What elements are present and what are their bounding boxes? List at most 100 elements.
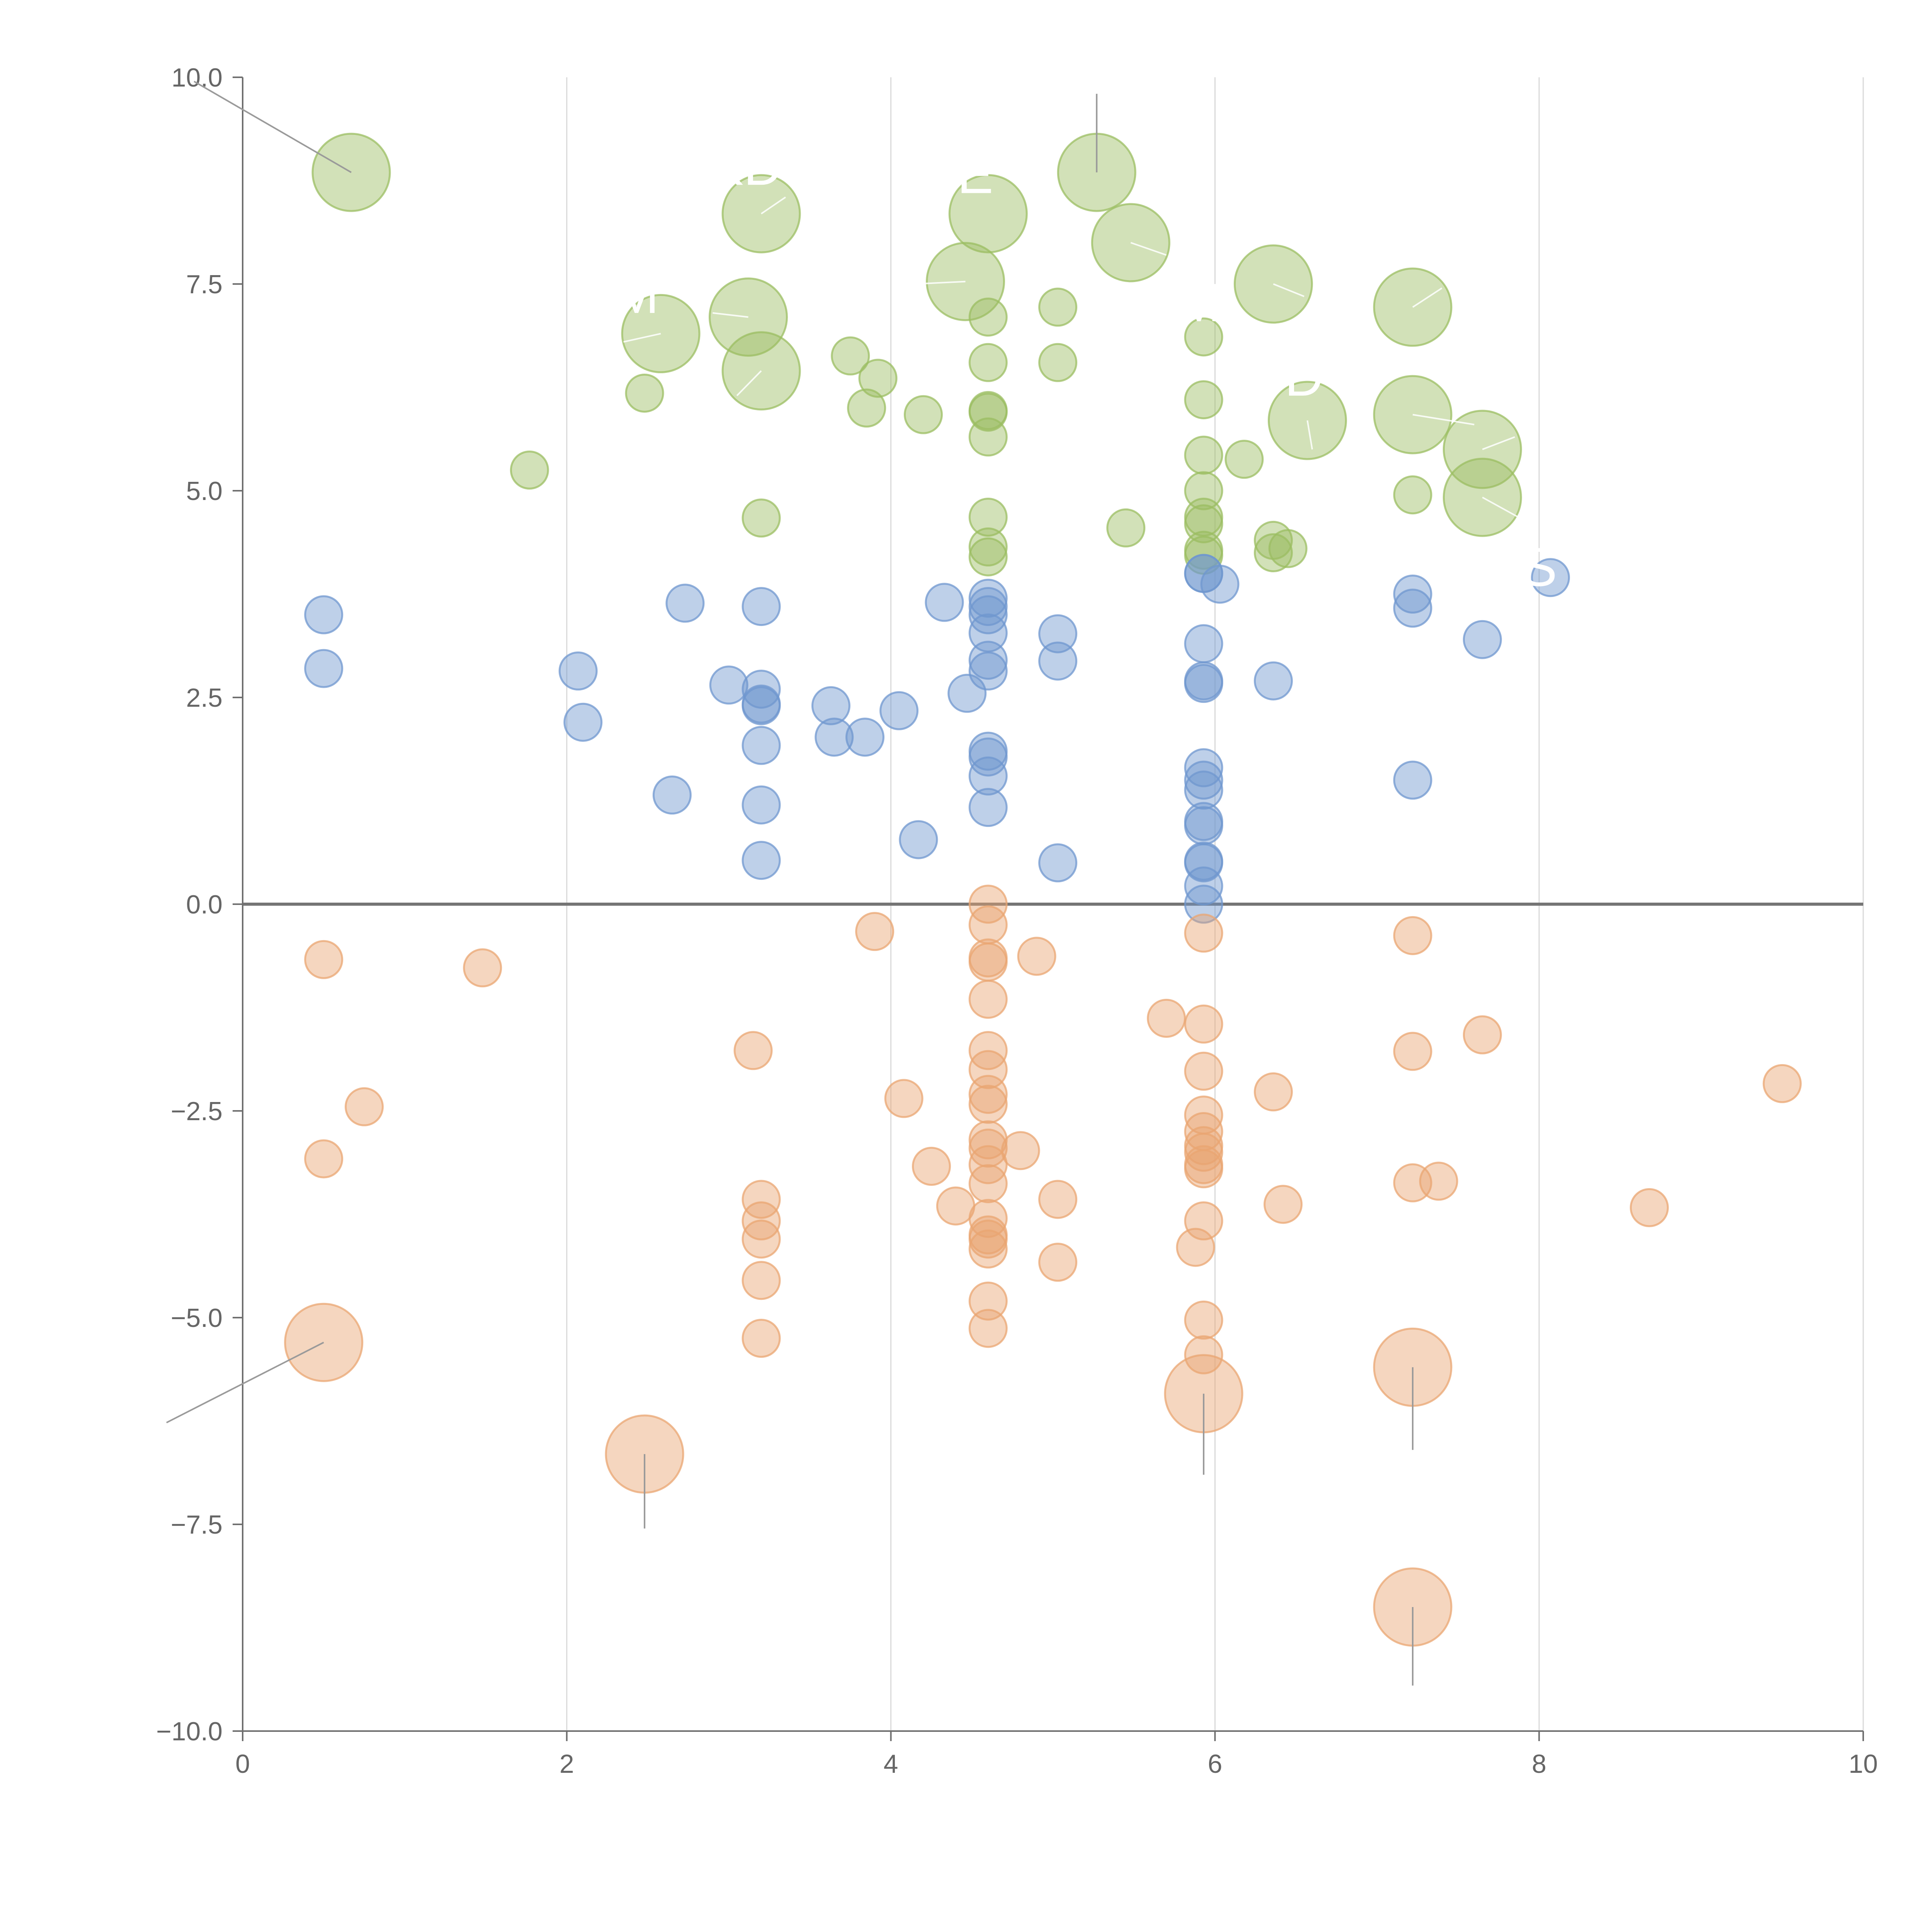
upper-bubble-39 <box>968 527 1008 567</box>
middle-bubble-21 <box>968 578 1008 618</box>
annotations: KD RE OM M D Y S <box>166 80 1557 1686</box>
upper-bubble-24 <box>903 395 943 434</box>
upper-bubble-22 <box>625 373 664 413</box>
white-leader-1 <box>915 281 966 285</box>
middle-bubble-16 <box>845 718 884 757</box>
y-tick-label-5: 2.5 <box>186 683 223 713</box>
lower-bubble-49 <box>1184 1133 1223 1172</box>
middle-bubble-32 <box>1038 641 1078 681</box>
middle-bubble-54 <box>1531 558 1570 597</box>
upper-bubble-35 <box>968 497 1008 537</box>
middle-bubble-14 <box>811 686 850 725</box>
lower-bubble-16 <box>884 1079 923 1118</box>
upper-bubble-34 <box>742 498 781 538</box>
middle-bubble-30 <box>968 788 1008 827</box>
middle-bubble-11 <box>742 726 781 765</box>
lower-bubble-22 <box>968 942 1008 982</box>
middle-bubble-49 <box>1253 661 1293 701</box>
lower-bubble-17 <box>912 1146 951 1186</box>
white-leader-5 <box>1130 242 1167 256</box>
lower-bubble-34 <box>968 1219 1008 1259</box>
upper-bubble-21 <box>1184 317 1223 357</box>
bubble-label-1: RE <box>918 144 993 205</box>
lower-bubble-55 <box>1184 1335 1223 1374</box>
upper-bubble-29 <box>510 451 549 490</box>
white-leader-11 <box>1482 497 1524 520</box>
lower-bubble-41 <box>1038 1243 1078 1282</box>
lower-bubble-40 <box>1038 1180 1078 1219</box>
middle-bubble-41 <box>1184 760 1223 800</box>
middle-bubble-46 <box>1184 843 1223 883</box>
lower-bubble-59 <box>1393 1032 1432 1071</box>
middle-bubble-12 <box>742 785 781 825</box>
upper-bubble-30 <box>1184 435 1223 475</box>
middle-bubble-40 <box>1184 748 1223 787</box>
middle-bubble-26 <box>968 651 1008 691</box>
upper-bubble-32 <box>1184 471 1223 510</box>
x-tick-label-1: 2 <box>560 1749 574 1779</box>
upper-bubble-10 <box>721 331 801 411</box>
white-leader-6 <box>1273 283 1304 297</box>
lower-bubble-8 <box>304 1139 344 1179</box>
lower-bubble-63 <box>1629 1188 1669 1227</box>
lower-bubble-42 <box>1147 998 1186 1038</box>
upper-bubble-17 <box>831 336 870 376</box>
upper-bubble-18 <box>858 359 898 398</box>
middle-bubble-51 <box>1393 588 1432 628</box>
white-leader-7 <box>1412 287 1442 308</box>
x-tick-label-3: 6 <box>1208 1749 1222 1779</box>
white-leader-4 <box>736 370 762 396</box>
middle-bubble-25 <box>968 641 1008 680</box>
lower-bubble-35 <box>968 1229 1008 1269</box>
lower-bubble-36 <box>968 1281 1008 1321</box>
middle-bubble-8 <box>742 670 781 709</box>
white-leader-9 <box>1412 414 1475 425</box>
lower-bubble-64 <box>1762 1064 1802 1103</box>
lower-bubble-29 <box>968 1128 1008 1168</box>
white-leader-8 <box>1306 420 1313 450</box>
lower-bubble-6 <box>463 948 502 988</box>
middle-bubble-17 <box>879 691 919 730</box>
upper-bubble-45 <box>1253 533 1293 572</box>
white-leader-10 <box>1482 436 1515 450</box>
middle-bubble-2 <box>558 651 598 691</box>
x-tick-label-4: 8 <box>1532 1749 1546 1779</box>
y-tick-label-2: −5.0 <box>171 1303 223 1333</box>
middle-bubble-15 <box>815 718 854 757</box>
y-tick-label-1: −7.5 <box>171 1510 223 1539</box>
middle-bubble-3 <box>563 702 603 742</box>
upper-bubble-38 <box>1184 504 1223 544</box>
lower-bubble-13 <box>742 1261 781 1300</box>
middle-bubble-39 <box>1184 664 1223 703</box>
lower-bubble-52 <box>1184 1201 1223 1241</box>
upper-bubble-31 <box>1225 440 1264 479</box>
lower-bubble-44 <box>1184 1004 1223 1044</box>
x-tick-label-2: 4 <box>884 1749 898 1779</box>
x-tick-label-5: 10 <box>1849 1749 1878 1779</box>
lower-bubble-7 <box>345 1087 384 1126</box>
lower-bubble-45 <box>1184 1051 1223 1091</box>
lower-bubble-23 <box>968 980 1008 1019</box>
middle-bubble-0 <box>304 595 344 634</box>
upper-bubble-20 <box>1038 343 1078 382</box>
upper-bubble-23 <box>847 388 886 428</box>
lower-bubble-27 <box>968 1085 1008 1124</box>
lower-bubble-51 <box>1184 1149 1223 1189</box>
middle-bubble-52 <box>1393 760 1432 800</box>
lower-bubble-39 <box>1017 937 1056 976</box>
middle-bubble-37 <box>1184 624 1223 663</box>
upper-bubble-27 <box>968 417 1008 457</box>
bubbles <box>284 133 1802 1647</box>
lower-bubble-37 <box>968 1309 1008 1348</box>
lower-bubble-14 <box>742 1319 781 1358</box>
lower-bubble-57 <box>1264 1185 1303 1224</box>
lower-bubble-62 <box>1463 1015 1502 1054</box>
middle-bubble-7 <box>742 587 781 626</box>
white-leader-0 <box>760 196 786 214</box>
lower-bubble-56 <box>1253 1072 1293 1112</box>
middle-bubble-44 <box>1184 806 1223 845</box>
upper-bubble-36 <box>1106 508 1146 548</box>
middle-bubble-22 <box>968 587 1008 626</box>
lower-bubble-31 <box>968 1164 1008 1203</box>
white-leader-3 <box>623 333 661 343</box>
